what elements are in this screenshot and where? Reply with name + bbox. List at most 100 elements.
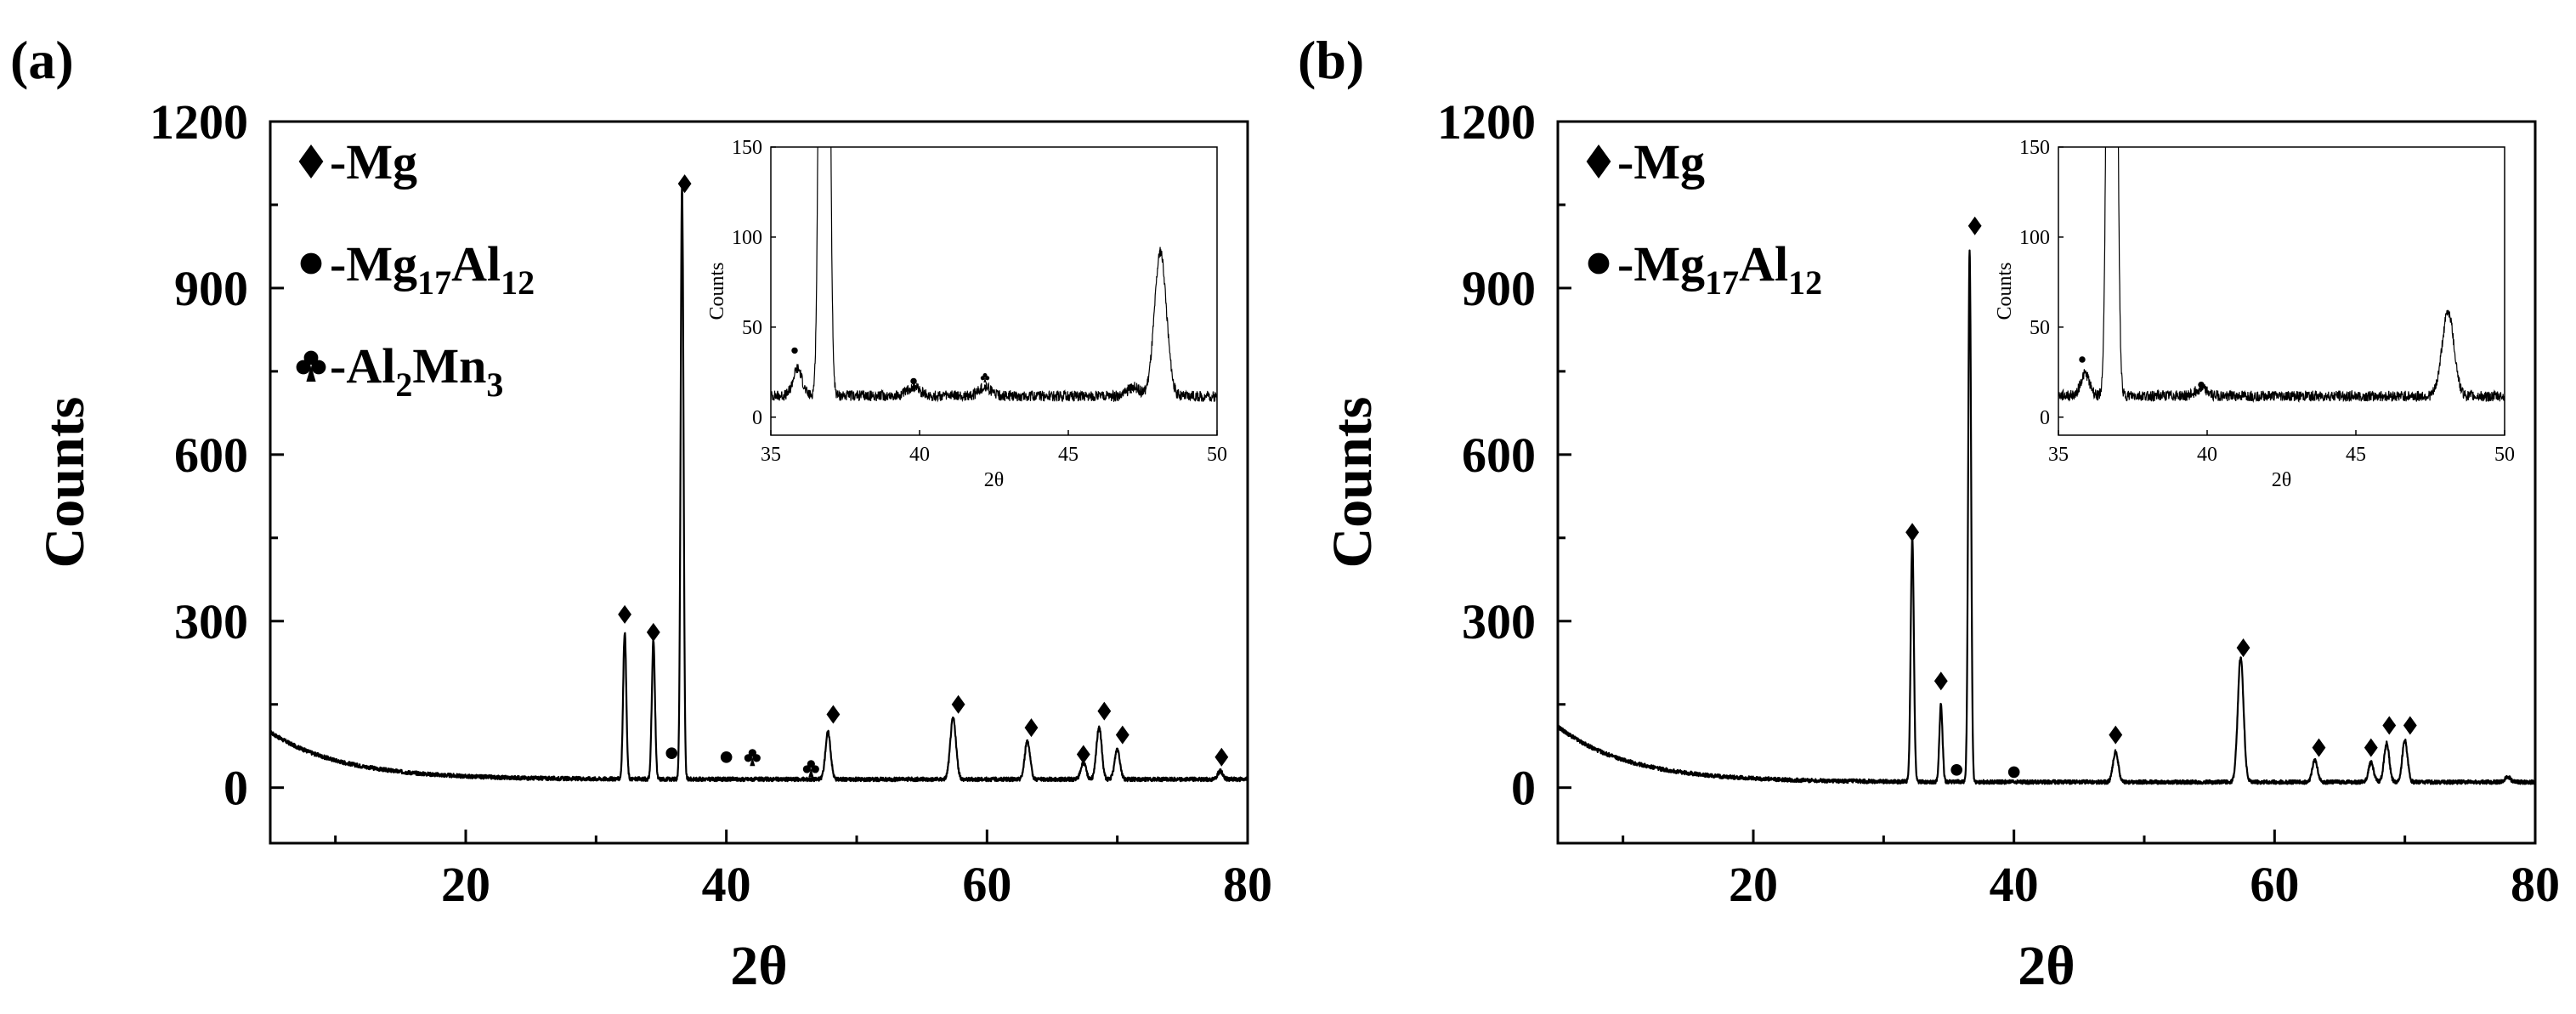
peak-marker-club [802, 760, 819, 778]
legend-symbol-circle [1588, 252, 1610, 275]
x-tick-label: 20 [1729, 857, 1778, 912]
peak-marker-diamond [2403, 716, 2417, 735]
panel-label: (b) [1298, 30, 1364, 90]
peak-marker-circle [2007, 766, 2020, 779]
peak-marker-club [744, 749, 761, 767]
y-tick-label: 300 [1462, 594, 1536, 649]
legend-text-part: -Mg [330, 236, 417, 292]
inset-x-tick-label: 40 [909, 444, 930, 466]
inset-x-tick-label: 45 [2346, 444, 2366, 466]
inset-y-tick-label: 0 [2040, 407, 2050, 429]
inset-frame [770, 146, 1218, 436]
peak-marker-diamond [2382, 716, 2397, 735]
plot-frame [1556, 120, 2537, 845]
legend-text-part: -Mg [1617, 134, 1705, 190]
y-tick-label: 1200 [150, 94, 248, 150]
legend-symbol-circle [300, 252, 322, 275]
inset-marker-club [980, 372, 990, 382]
inset-y-tick-label: 50 [742, 317, 762, 339]
legend-subscript: 17 [417, 263, 451, 302]
peak-marker-diamond [646, 622, 660, 642]
legend-text-part: -Mg [330, 134, 417, 190]
peak-marker-diamond [677, 174, 692, 194]
peak-marker-diamond [618, 604, 631, 624]
peak-marker-diamond [2236, 638, 2250, 658]
y-tick-label: 900 [174, 261, 248, 316]
legend-text-part: Al [1739, 236, 1788, 292]
legend-text-part: Al [451, 236, 501, 292]
inset-x-tick-label: 35 [761, 444, 781, 466]
x-tick-label: 60 [2250, 857, 2299, 912]
legend-entry-label: -Mg17Al12 [1617, 236, 1822, 302]
peak-marker-circle [720, 751, 733, 763]
peak-marker-circle [1950, 763, 1963, 776]
y-tick-label: 900 [1462, 261, 1536, 316]
y-tick-label: 0 [1511, 761, 1536, 816]
inset-x-tick-label: 40 [2197, 444, 2217, 466]
inset-y-tick-label: 100 [732, 227, 762, 249]
xrd-pattern-line [269, 184, 1248, 783]
peak-marker-diamond [1933, 671, 1948, 691]
legend-entry-label: -Mg [330, 134, 417, 190]
peak-marker-diamond [1024, 718, 1039, 738]
inset-y-tick-label: 0 [752, 407, 762, 429]
legend-entry-label: -Al2Mn3 [330, 338, 503, 404]
x-tick-label: 40 [1990, 857, 2039, 912]
inset-pattern-line [2058, 147, 2505, 403]
x-tick-label: 40 [702, 857, 751, 912]
legend-symbol-diamond [298, 144, 324, 178]
legend-subscript: 2 [395, 365, 412, 404]
inset-y-tick-label: 150 [2019, 137, 2050, 159]
inset-y-tick-label: 100 [2019, 227, 2050, 249]
peak-marker-diamond [2109, 725, 2123, 745]
x-tick-label: 60 [962, 857, 1011, 912]
legend-entry-label: -Mg [1617, 134, 1705, 190]
x-tick-label: 80 [2511, 857, 2560, 912]
inset-x-axis-label: 2θ [984, 469, 1005, 491]
inset-chart: 0 50 100 150 35 40 45 50 2θ Counts [706, 137, 1227, 491]
peak-marker-diamond [2364, 738, 2378, 757]
panel-label: (a) [10, 30, 74, 90]
legend-subscript: 3 [486, 365, 503, 404]
y-tick-label: 300 [174, 594, 248, 649]
inset-y-axis-label: Counts [1994, 262, 2016, 320]
inset-marker-circle [2079, 356, 2086, 363]
legend-symbol-club [296, 350, 326, 382]
inset-x-tick-label: 50 [1207, 444, 1227, 466]
xrd-pattern-line [1557, 249, 2536, 785]
legend-text-part: -Mg [1617, 236, 1705, 292]
y-tick-label: 1200 [1437, 94, 1536, 150]
x-tick-label: 20 [441, 857, 490, 912]
peak-marker-circle [665, 747, 678, 760]
inset-marker-club [1126, 383, 1135, 394]
inset-y-tick-label: 150 [732, 137, 762, 159]
legend-subscript: 17 [1705, 263, 1739, 302]
peak-marker-diamond [1076, 745, 1090, 764]
y-tick-label: 600 [174, 428, 248, 483]
peak-marker-diamond [2312, 738, 2326, 757]
inset-marker-circle [910, 377, 917, 385]
legend-entry-label: -Mg17Al12 [330, 236, 535, 302]
inset-y-axis-label: Counts [706, 262, 728, 320]
legend-symbol-diamond [1586, 144, 1611, 178]
peak-marker-diamond [1115, 725, 1129, 745]
peak-marker-diamond [951, 694, 965, 714]
peak-marker-diamond [1097, 701, 1112, 721]
peak-marker-diamond [1967, 216, 1982, 235]
inset-y-tick-label: 50 [2030, 317, 2050, 339]
y-tick-label: 600 [1462, 428, 1536, 483]
peak-marker-diamond [1905, 523, 1919, 542]
inset-x-axis-label: 2θ [2272, 469, 2292, 491]
x-tick-label: 80 [1223, 857, 1272, 912]
legend-text-part: -Al [330, 338, 395, 394]
x-axis-label: 2θ [2018, 935, 2075, 997]
inset-x-tick-label: 35 [2048, 444, 2069, 466]
peak-marker-diamond [826, 705, 841, 724]
inset-pattern-line [771, 147, 1217, 403]
peak-marker-diamond [1214, 747, 1229, 767]
y-axis-label: Counts [34, 397, 96, 569]
inset-marker-circle [791, 347, 798, 354]
inset-x-tick-label: 50 [2494, 444, 2515, 466]
